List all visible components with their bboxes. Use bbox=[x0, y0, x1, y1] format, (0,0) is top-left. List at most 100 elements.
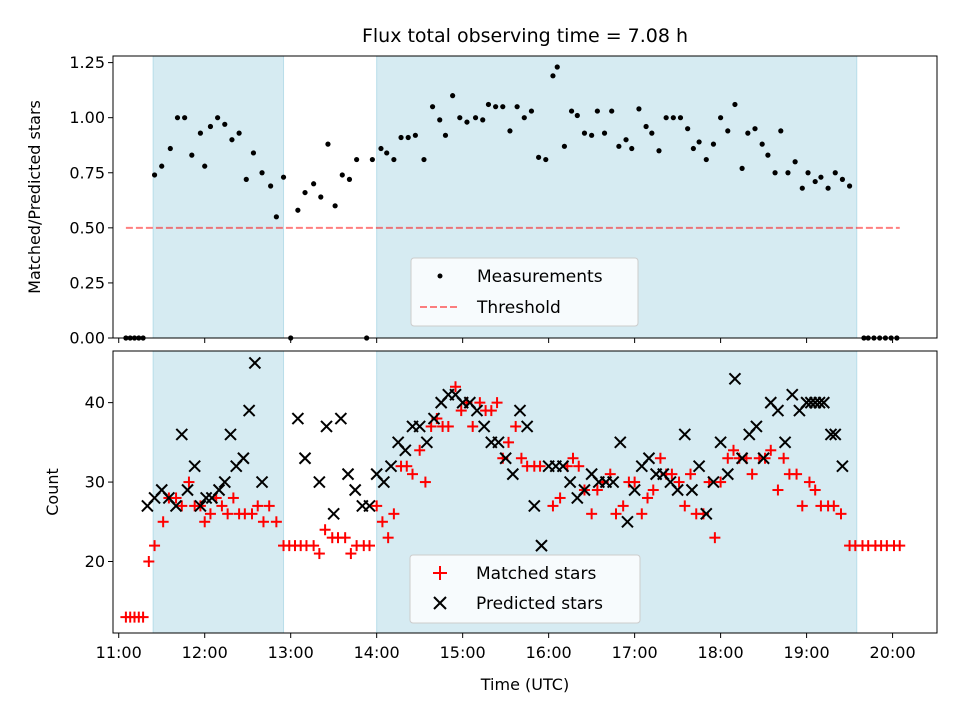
predicted-star-point bbox=[606, 475, 620, 489]
measurement-point bbox=[398, 134, 404, 141]
matched-star-point bbox=[252, 500, 264, 512]
bottom-ytick-label: 20 bbox=[85, 552, 105, 571]
measurement-point bbox=[151, 172, 158, 178]
matched-star-point bbox=[803, 476, 815, 488]
measurement-point bbox=[493, 104, 499, 110]
predicted-star-point bbox=[578, 483, 591, 497]
predicted-star-point bbox=[237, 452, 250, 465]
matched-star-point bbox=[515, 452, 527, 464]
matched-star-point bbox=[728, 444, 740, 456]
measurement-point bbox=[167, 145, 173, 152]
matched-star-point bbox=[715, 476, 727, 488]
predicted-star-point bbox=[348, 483, 362, 497]
predicted-star-point bbox=[721, 467, 734, 481]
measurement-point bbox=[792, 159, 798, 165]
matched-star-point bbox=[510, 420, 522, 432]
measurement-point bbox=[215, 115, 221, 121]
measurement-point bbox=[745, 130, 751, 136]
measurement-point bbox=[643, 123, 649, 130]
matched-star-point bbox=[149, 540, 161, 552]
measurement-point bbox=[725, 128, 731, 134]
predicted-star-point bbox=[181, 483, 194, 497]
matched-star-point bbox=[759, 452, 771, 464]
measurement-point bbox=[554, 64, 560, 70]
measurement-point bbox=[457, 115, 463, 121]
predicted-star-point bbox=[291, 412, 305, 425]
matched-star-point bbox=[654, 452, 666, 464]
measurement-point bbox=[568, 108, 575, 114]
measurement-point bbox=[507, 128, 513, 134]
measurement-point bbox=[391, 156, 397, 163]
bottom-axes-frame bbox=[112, 350, 938, 634]
measurement-point bbox=[472, 115, 479, 121]
measurement-point bbox=[677, 115, 684, 121]
matched-star-point bbox=[246, 508, 258, 520]
matched-star-point bbox=[401, 460, 413, 472]
measurement-point bbox=[812, 178, 818, 185]
predicted-star-point bbox=[477, 420, 491, 433]
measurement-point bbox=[690, 145, 696, 152]
measurement-point bbox=[268, 183, 274, 189]
measurement-point bbox=[325, 141, 331, 147]
measurement-point bbox=[236, 130, 242, 136]
matched-star-point bbox=[263, 500, 275, 512]
measurement-point bbox=[182, 115, 188, 121]
measurement-point bbox=[243, 176, 249, 182]
matched-star-point bbox=[534, 460, 546, 472]
predicted-star-point bbox=[700, 507, 713, 521]
bottom-xlabel: Time (UTC) bbox=[480, 675, 569, 694]
matched-star-point bbox=[685, 468, 697, 480]
measurement-point bbox=[832, 170, 838, 176]
predicted-star-point bbox=[327, 507, 340, 521]
matched-star-point bbox=[791, 468, 803, 480]
bottom-ytick-label: 30 bbox=[85, 473, 105, 492]
matched-star-point bbox=[809, 484, 821, 496]
bottom-xtick-label: 13:00 bbox=[268, 643, 314, 662]
matched-star-point bbox=[666, 468, 678, 480]
measurement-point bbox=[197, 130, 204, 136]
predicted-star-point bbox=[248, 356, 262, 370]
measurement-point bbox=[656, 148, 662, 154]
matched-star-point bbox=[586, 508, 598, 520]
matched-star-point bbox=[449, 381, 461, 393]
matched-star-point bbox=[216, 500, 228, 512]
bottom-xtick-label: 18:00 bbox=[698, 643, 744, 662]
measurement-point bbox=[623, 137, 629, 143]
predicted-star-point bbox=[671, 483, 684, 497]
bottom-xtick-label: 17:00 bbox=[612, 643, 658, 662]
measurement-point bbox=[159, 163, 165, 169]
measurement-point bbox=[302, 189, 308, 196]
measurement-point bbox=[521, 115, 527, 121]
observing-interval-shade bbox=[152, 55, 285, 339]
matched-star-point bbox=[376, 516, 388, 528]
measurement-point bbox=[772, 170, 778, 176]
predicted-star-point bbox=[218, 475, 231, 489]
matched-star-point bbox=[319, 524, 331, 536]
measurement-point bbox=[259, 170, 265, 176]
predicted-star-point bbox=[621, 515, 634, 528]
predicted-star-point bbox=[786, 388, 799, 401]
matched-star-point bbox=[227, 492, 239, 504]
predicted-star-point bbox=[528, 499, 541, 513]
predicted-star-point bbox=[320, 420, 333, 433]
legend-marker-predicted bbox=[433, 596, 447, 610]
predicted-star-point bbox=[242, 404, 256, 417]
measurement-point bbox=[839, 176, 846, 182]
predicted-star-point bbox=[384, 459, 398, 473]
matched-star-point bbox=[503, 436, 515, 448]
matched-star-point bbox=[455, 405, 467, 417]
measurement-point bbox=[339, 172, 345, 178]
matched-star-point bbox=[467, 420, 479, 432]
matched-star-point bbox=[673, 476, 685, 488]
measurement-point bbox=[442, 132, 449, 138]
predicted-star-point bbox=[513, 404, 527, 417]
matched-star-point bbox=[485, 405, 497, 417]
bottom-legend-box bbox=[409, 554, 641, 624]
measurement-point bbox=[670, 115, 676, 121]
matched-star-point bbox=[137, 611, 149, 623]
predicted-star-point bbox=[556, 459, 570, 473]
top-ytick-label: 0.75 bbox=[69, 163, 105, 182]
matched-star-point bbox=[629, 476, 641, 488]
measurement-point bbox=[318, 194, 324, 200]
matched-star-point bbox=[573, 460, 585, 472]
